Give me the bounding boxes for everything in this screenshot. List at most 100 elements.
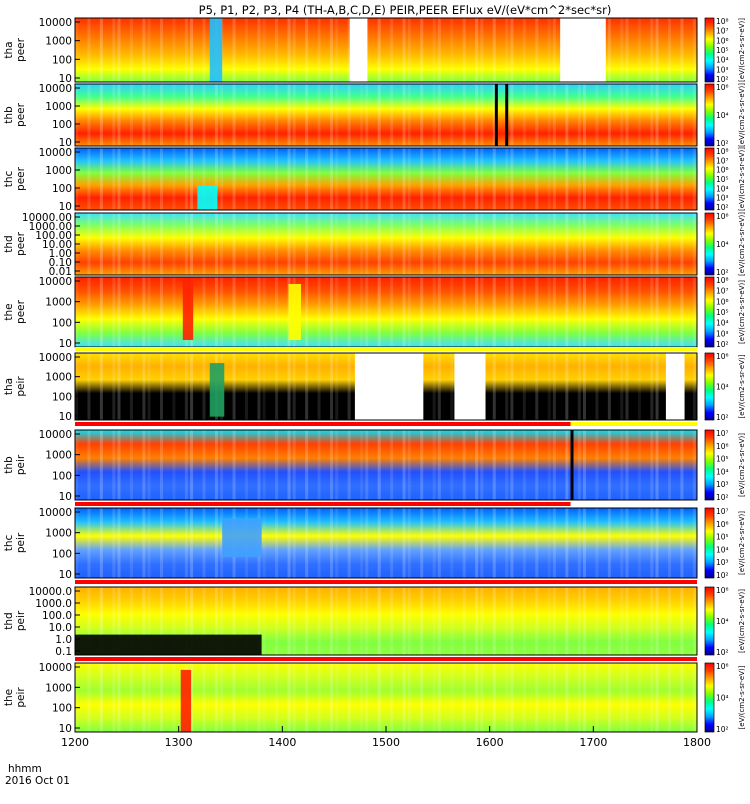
colorbar-tick-label: 10⁶ — [716, 212, 729, 221]
spectrogram-streak — [437, 587, 441, 655]
spectrogram-streak — [245, 84, 249, 146]
panels: 10100100010000thapeer10²10³10⁴10⁵10⁶10⁷1… — [3, 17, 746, 735]
spectrogram-streak — [330, 353, 334, 420]
spectrogram-streak — [317, 18, 321, 82]
spectrogram-streak — [552, 277, 556, 347]
spectrogram-streak — [692, 587, 696, 655]
spectrogram-streak — [407, 587, 411, 655]
spectrogram-streak — [450, 508, 454, 578]
spectrogram-streak — [492, 148, 496, 210]
spectrogram-streak — [582, 508, 586, 578]
spectrogram-streak — [637, 353, 641, 420]
colorbar-tick-label: 10⁷ — [716, 156, 729, 165]
spectrogram-streak — [492, 353, 496, 420]
spectrogram-streak — [475, 277, 479, 347]
spectrogram-streak — [577, 277, 581, 347]
spectrogram-streak — [129, 430, 133, 500]
spectrogram-streak — [547, 277, 551, 347]
spectrogram-streak — [462, 84, 466, 146]
spectrogram-streak — [650, 277, 654, 347]
spectrogram-streak — [650, 213, 654, 275]
spectrogram-streak — [262, 18, 266, 82]
spectrogram-streak — [625, 430, 629, 500]
spectrogram-streak — [142, 663, 146, 732]
panel-label-line: tha — [3, 41, 15, 58]
spectrogram-streak — [377, 277, 381, 347]
spectrogram-streak — [262, 430, 266, 500]
spectrogram-streak — [650, 353, 654, 420]
spectrogram-streak — [292, 430, 296, 500]
colorbar-tick-label: 10⁴ — [716, 383, 729, 392]
spectral-feature — [209, 363, 225, 417]
spectrogram-streak — [565, 508, 569, 578]
colorbar-unit-label: [eV/(cm2-s-sr-eV)] — [738, 147, 746, 211]
y-tick-label: 10 — [59, 569, 72, 581]
spectrogram-streak — [160, 84, 164, 146]
spectrogram-streak — [257, 587, 261, 655]
spectrogram-streak — [160, 148, 164, 210]
spectrogram-streak — [510, 587, 514, 655]
spectrogram-streak — [172, 663, 176, 732]
spectrogram-streak — [450, 277, 454, 347]
spectrogram-streak — [450, 84, 454, 146]
spectrogram-streak — [335, 430, 339, 500]
spectrogram-streak — [184, 84, 188, 146]
spectrogram-streak — [275, 213, 279, 275]
spectrogram-streak — [202, 148, 206, 210]
spectrogram-streak — [202, 18, 206, 82]
spectrogram-streak — [99, 18, 103, 82]
spectrogram-streak — [190, 213, 194, 275]
spectrogram-streak — [620, 148, 624, 210]
y-tick-label: 1000 — [45, 36, 72, 48]
spectrogram-streak — [245, 213, 249, 275]
spectrogram-streak — [317, 213, 321, 275]
spectrogram-streak — [390, 277, 394, 347]
colorbar-tick-label: 10³ — [716, 558, 729, 567]
colorbar-tick-label: 10² — [716, 571, 729, 580]
spectrogram-streak — [390, 84, 394, 146]
spectrogram-streak — [347, 18, 351, 82]
spectrogram-streak — [535, 148, 539, 210]
spectrogram-streak — [480, 213, 484, 275]
panel: 10 100 1000 10000 thapeir 10² 10⁴ 10⁶ [eV/(cm2-s… — [3, 352, 746, 423]
spectrogram-streak — [565, 148, 569, 210]
spectrogram-streak — [184, 148, 188, 210]
spectrogram-streak — [692, 148, 696, 210]
spectrogram-streak — [505, 663, 509, 732]
spectrogram-streak — [365, 148, 369, 210]
spectrogram-streak — [607, 663, 611, 732]
y-tick-label: 10 — [59, 137, 72, 149]
spectrogram-streak — [505, 353, 509, 420]
spectrogram-streak — [462, 508, 466, 578]
spectrogram-streak — [360, 148, 364, 210]
spectrogram-streak — [347, 587, 351, 655]
panel-label: thdpeir — [3, 610, 27, 631]
spectrogram-streak — [620, 587, 624, 655]
spectrogram-streak — [245, 277, 249, 347]
spectrogram-streak — [637, 213, 641, 275]
spectrogram-streak — [680, 84, 684, 146]
spectrogram-streak — [257, 277, 261, 347]
spectrogram-streak — [547, 213, 551, 275]
spectrogram-streak — [552, 430, 556, 500]
spectrogram-streak — [637, 587, 641, 655]
spectrogram-streak — [232, 148, 236, 210]
spectrogram-streak — [330, 430, 334, 500]
colorbar-tick-label: 10⁴ — [716, 467, 729, 476]
spectrogram-streak — [220, 508, 224, 578]
spectrogram-streak — [160, 213, 164, 275]
spectrogram-streak — [522, 213, 526, 275]
panel-label: thepeir — [3, 687, 27, 708]
panel-label-line: peir — [15, 610, 27, 631]
spectral-feature — [75, 634, 262, 655]
spectrogram-streak — [402, 18, 406, 82]
spectrogram-streak — [172, 84, 176, 146]
spectrogram-streak — [620, 84, 624, 146]
spectrogram-streak — [257, 663, 261, 732]
spectrogram-streak — [607, 430, 611, 500]
spectrogram-streak — [112, 84, 116, 146]
y-tick-label: 0.10 — [49, 257, 72, 269]
spectrogram-streak — [492, 663, 496, 732]
spectrogram-streak — [305, 587, 309, 655]
spectrogram-streak — [565, 84, 569, 146]
